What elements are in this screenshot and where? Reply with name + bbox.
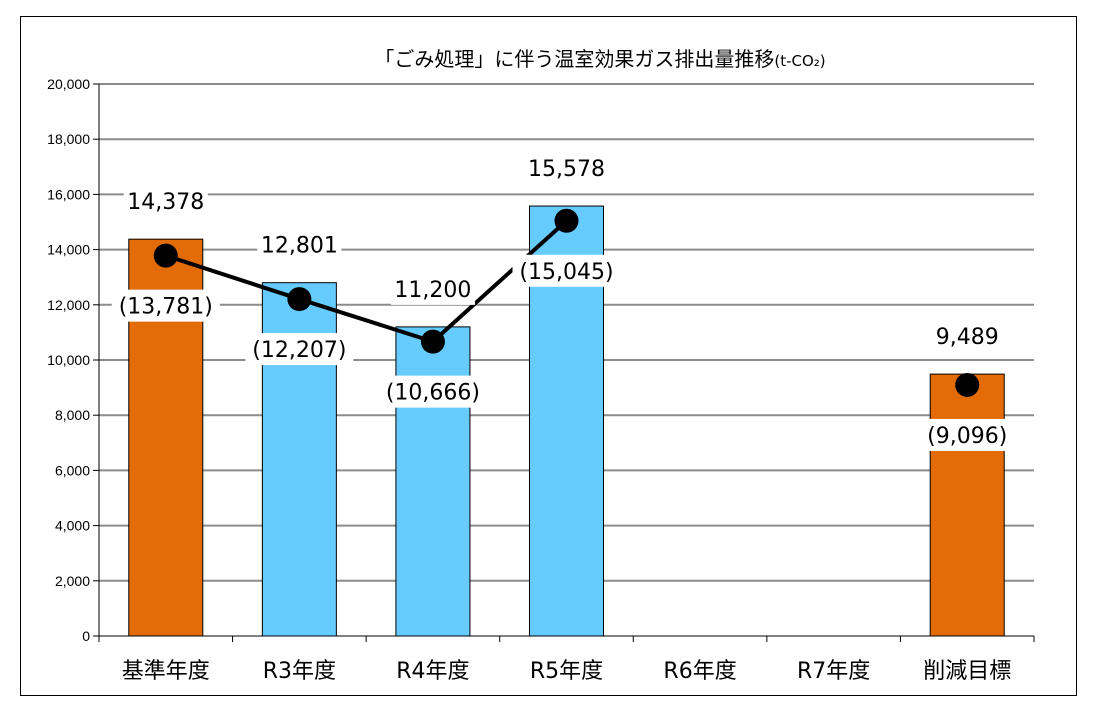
bar-value-label: 14,378 bbox=[127, 190, 204, 215]
bar-value-label-bg bbox=[123, 185, 208, 218]
x-category-label: R4年度 bbox=[396, 659, 469, 684]
line-marker bbox=[554, 208, 579, 233]
line-marker bbox=[955, 372, 980, 397]
line-value-label-bg bbox=[512, 254, 621, 287]
bar-value-label: 15,578 bbox=[528, 157, 605, 182]
x-category-label: R7年度 bbox=[797, 659, 870, 684]
line-marker bbox=[153, 243, 178, 268]
bar bbox=[929, 373, 1005, 637]
bar-value-label-bg bbox=[931, 320, 1004, 353]
x-category-label: 基準年度 bbox=[122, 659, 210, 684]
y-tick-label: 14,000 bbox=[47, 242, 90, 258]
y-tick-label: 2,000 bbox=[55, 573, 90, 589]
line-marker bbox=[420, 329, 445, 354]
bar-value-label-bg bbox=[257, 228, 342, 261]
series-line bbox=[165, 219, 568, 344]
chart-frame: 0 2,000 4,000 6,000 8,000 10,000 12,000 14,000 1… bbox=[20, 16, 1077, 696]
y-tick-label: 0 bbox=[82, 628, 90, 644]
line-value-label: (13,781) bbox=[119, 295, 213, 320]
bar-value-label: 12,801 bbox=[261, 234, 338, 259]
bar-value-label-bg bbox=[524, 152, 609, 185]
bar-value-label-bg bbox=[390, 272, 475, 305]
chart-title: 「ごみ処理」に伴う温室効果ガス排出量推移(t-CO₂) bbox=[374, 47, 825, 71]
label-layer: 14,378 12,801 11,200 15,578 9,489 (13,781) (12… bbox=[111, 152, 1016, 451]
y-tick-label: 4,000 bbox=[55, 518, 90, 534]
x-category-label: R5年度 bbox=[530, 659, 603, 684]
line-layer bbox=[153, 208, 980, 397]
line-value-label-bg bbox=[919, 418, 1016, 451]
line-marker bbox=[287, 287, 312, 312]
y-tick-label: 12,000 bbox=[47, 297, 90, 313]
bar bbox=[395, 326, 471, 637]
y-tick-label: 16,000 bbox=[47, 186, 90, 202]
chart-canvas: 0 2,000 4,000 6,000 8,000 10,000 12,000 14,000 1… bbox=[47, 47, 1035, 684]
x-category-label: R3年度 bbox=[263, 659, 336, 684]
line-value-label-bg bbox=[378, 375, 487, 408]
bar-value-label: 11,200 bbox=[394, 278, 471, 303]
y-tick-label: 6,000 bbox=[55, 462, 90, 478]
y-tick-label: 18,000 bbox=[47, 131, 90, 147]
line-value-label: (10,666) bbox=[386, 381, 480, 406]
line-value-label: (12,207) bbox=[252, 338, 346, 363]
line-value-label-bg bbox=[111, 289, 220, 322]
y-tick-label: 10,000 bbox=[47, 352, 90, 368]
y-tick-label: 20,000 bbox=[47, 76, 90, 92]
line-value-label-bg bbox=[245, 333, 354, 366]
line-value-label: (15,045) bbox=[519, 260, 613, 285]
bar-value-label: 9,489 bbox=[936, 325, 999, 350]
y-tick-label: 8,000 bbox=[55, 407, 90, 423]
x-category-label: R6年度 bbox=[663, 659, 736, 684]
line-value-label: (9,096) bbox=[927, 424, 1007, 449]
x-category-label: 削減目標 bbox=[923, 659, 1011, 684]
axis-layer: 0 2,000 4,000 6,000 8,000 10,000 12,000 14,000 1… bbox=[47, 76, 1035, 684]
